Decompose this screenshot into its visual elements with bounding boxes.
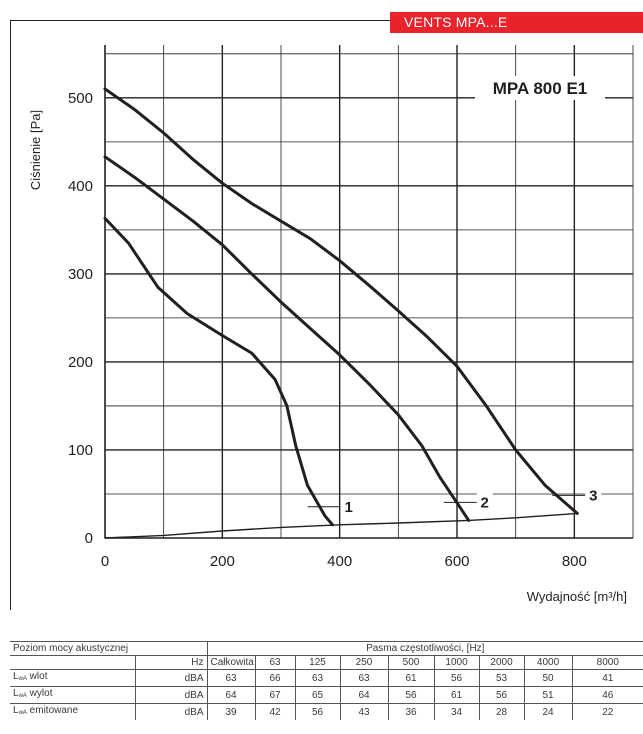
fan-curve-2 (103, 155, 471, 522)
table-cell: 41 (571, 669, 643, 687)
table-corner (10, 655, 136, 670)
row-label: LwA wylot (10, 686, 136, 704)
table-header-row: Poziom mocy akustycznej Pasma częstotliw… (10, 641, 643, 656)
x-tick-label: 200 (210, 553, 235, 570)
table-cell: 67 (254, 686, 296, 704)
chart-title: MPA 800 E1 (493, 79, 588, 98)
table-cell: 53 (478, 669, 525, 687)
table-header-right: Pasma częstotliwości, [Hz] (206, 641, 643, 656)
table-cell: 34 (433, 703, 480, 720)
table-col-header: 250 (339, 655, 389, 670)
table-hz-label: Hz (134, 655, 208, 670)
table-cell: 63 (339, 669, 389, 687)
chart-axes (104, 45, 633, 539)
chart-title-background (475, 76, 605, 100)
table-cell: 46 (571, 686, 643, 704)
table-col-header: 2000 (478, 655, 525, 670)
y-tick-label: 200 (68, 354, 93, 371)
table-columns-row: Hz Całkowita 63 125 250 500 1000 2000 40… (10, 655, 643, 670)
y-tick-label: 100 (68, 442, 93, 459)
table-cell: 56 (294, 703, 341, 720)
row-unit: dBA (134, 669, 208, 687)
table-cell: 22 (571, 703, 643, 720)
y-tick-label: 300 (68, 266, 93, 283)
x-axis-title: Wydajność [m³/h] (527, 589, 627, 604)
curve-label: 3 (589, 487, 597, 504)
table-cell: 43 (339, 703, 389, 720)
table-cell: 56 (387, 686, 435, 704)
table-col-header: 4000 (523, 655, 573, 670)
chart-grid (105, 45, 634, 538)
table-cell: 56 (433, 669, 480, 687)
x-tick-label: 0 (101, 553, 109, 570)
table-cell: 51 (523, 686, 573, 704)
chart-curve-labels: 1 2 3 (307, 485, 602, 516)
table-row: LwA emitowane dBA 39 42 56 43 36 34 28 2… (10, 703, 643, 720)
table-cell: 61 (387, 669, 435, 687)
table-cell: 39 (206, 703, 256, 720)
fan-curve-3 (103, 87, 579, 515)
row-unit: dBA (134, 686, 208, 704)
table-header-left: Poziom mocy akustycznej (10, 641, 208, 656)
chart-frame (10, 20, 643, 610)
table-cell: 28 (478, 703, 525, 720)
fan-curve-1 (103, 216, 335, 527)
curve-label-background (476, 492, 493, 511)
table-cell: 56 (478, 686, 525, 704)
y-tick-label: 400 (68, 178, 93, 195)
table-cell: 63 (294, 669, 341, 687)
table-cell: 63 (206, 669, 256, 687)
table-cell: 66 (254, 669, 296, 687)
y-axis-title: Ciśnienie [Pa] (28, 110, 43, 190)
acoustic-table: Poziom mocy akustycznej Pasma częstotliw… (10, 641, 643, 720)
x-tick-label: 600 (444, 553, 469, 570)
table-cell: 64 (339, 686, 389, 704)
chart-tick-labels: 0 200 400 600 800 0 100 200 300 400 500 (68, 90, 587, 570)
curve-label: 1 (344, 499, 352, 516)
table-cell: 65 (294, 686, 341, 704)
table-cell: 24 (523, 703, 573, 720)
table-cell: 36 (387, 703, 435, 720)
curve-label: 2 (481, 494, 489, 511)
table-col-header: 125 (294, 655, 341, 670)
curve-label-background (340, 496, 357, 515)
system-curve (104, 512, 578, 539)
y-tick-label: 0 (85, 530, 93, 547)
table-cell: 61 (433, 686, 480, 704)
y-tick-label: 500 (68, 90, 93, 107)
table-col-header: 8000 (571, 655, 643, 670)
table-cell: 50 (523, 669, 573, 687)
row-label: LwA emitowane (10, 703, 136, 720)
chart-curves (103, 87, 579, 539)
brand-banner: VENTS MPA...E (390, 12, 643, 33)
table-col-header: Całkowita (206, 655, 256, 670)
table-row: LwA wylot dBA 64 67 65 64 56 61 56 51 46 (10, 686, 643, 704)
table-col-header: 63 (254, 655, 296, 670)
row-label: LwA wlot (10, 669, 136, 687)
table-cell: 42 (254, 703, 296, 720)
table-col-header: 1000 (433, 655, 480, 670)
table-col-header: 500 (387, 655, 435, 670)
curve-label-background (585, 485, 602, 504)
performance-chart: 0 200 400 600 800 0 100 200 300 400 500 1 2 3 MPA 80… (28, 45, 634, 604)
table-cell: 64 (206, 686, 256, 704)
x-tick-label: 400 (327, 553, 352, 570)
row-unit: dBA (134, 703, 208, 720)
table-row: LwA wlot dBA 63 66 63 63 61 56 53 50 41 (10, 669, 643, 687)
x-tick-label: 800 (562, 553, 587, 570)
